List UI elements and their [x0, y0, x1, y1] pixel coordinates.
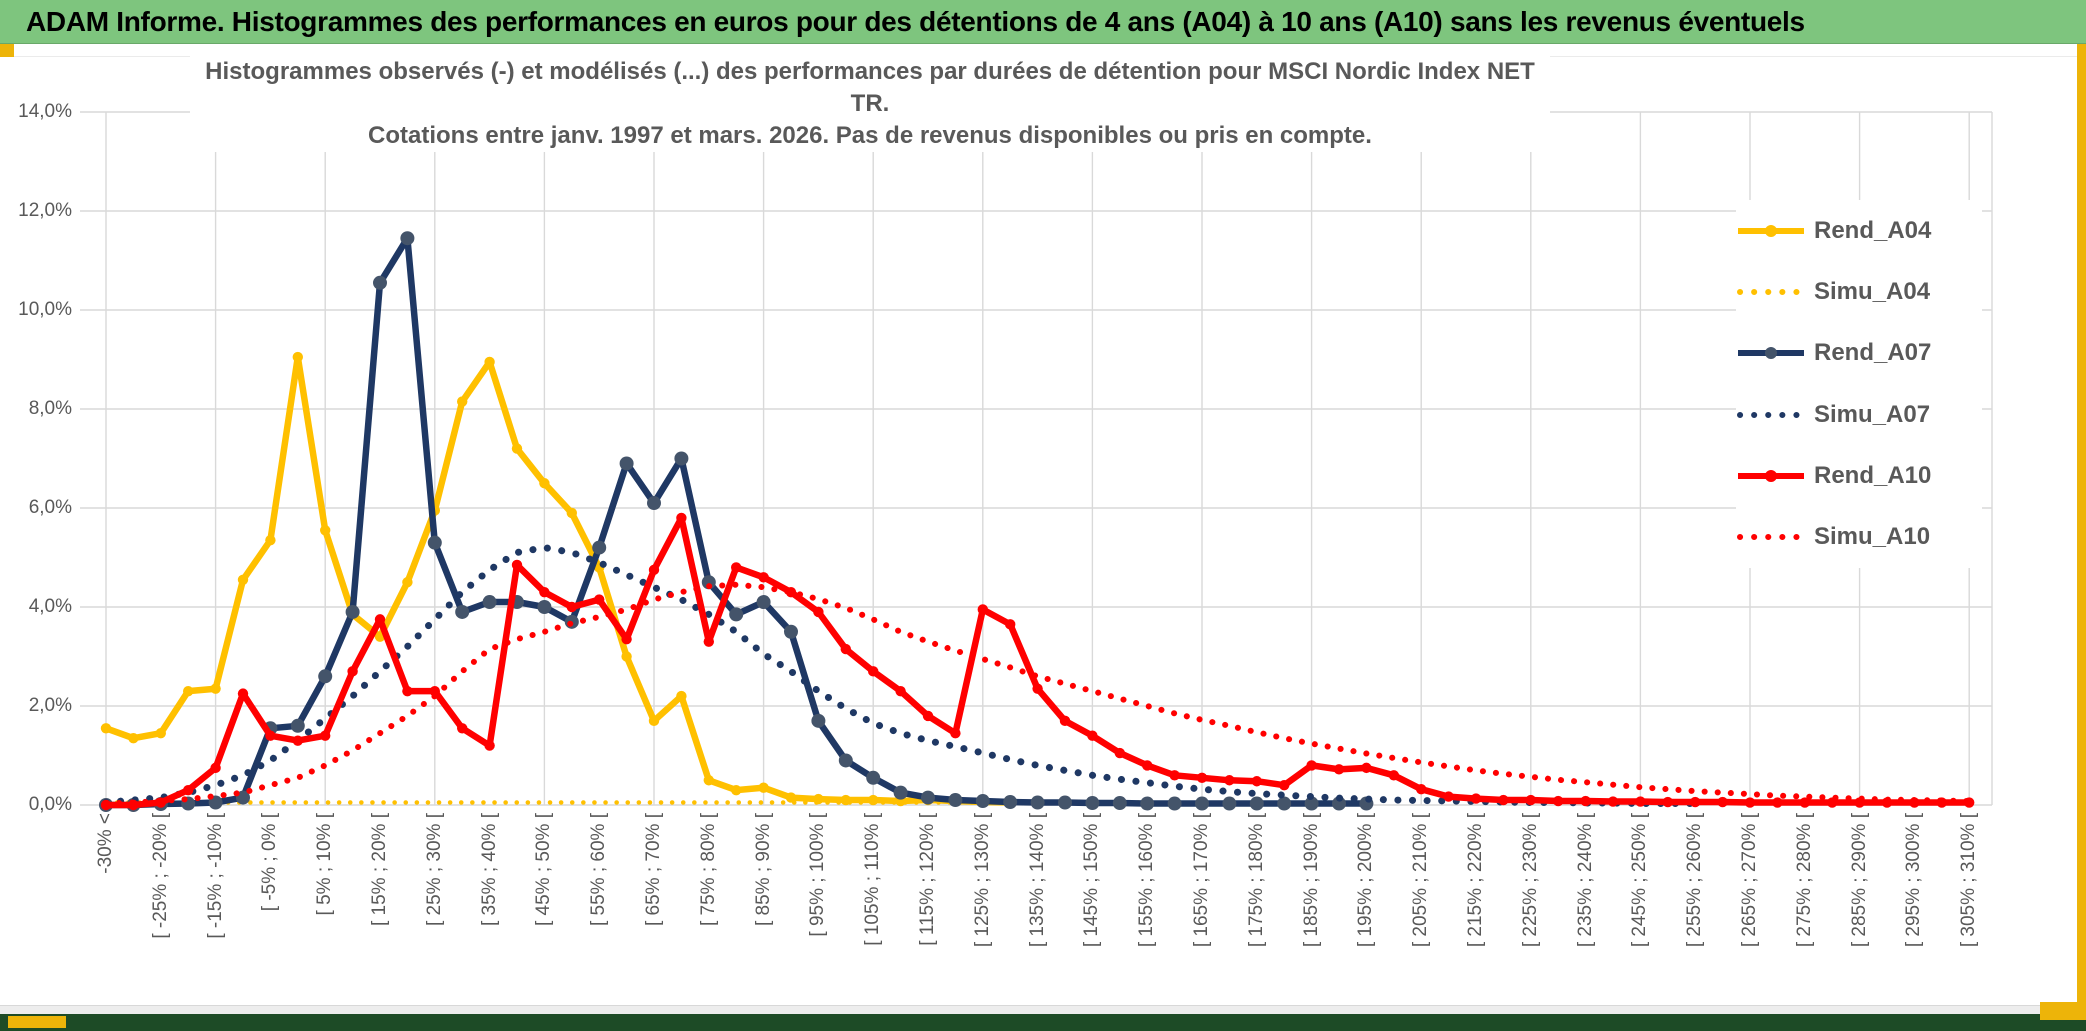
gold-accent-bottom-left [8, 1016, 66, 1028]
gold-accent-bottom-right [2040, 1002, 2086, 1020]
x-axis-tick-label: [ 85% ; 90% [ [752, 813, 774, 927]
series-Rend_A04 [100, 351, 1016, 808]
y-axis-tick-label: 0,0% [28, 794, 72, 815]
x-axis-tick-label: [ 65% ; 70% [ [643, 813, 664, 927]
legend-item-rend-a10: Rend_A10 [1736, 451, 1982, 501]
x-axis-tick-label: [ 295% ; 300% [ [1903, 813, 1925, 948]
x-axis-tick-label: [ -5% ; 0% [ [259, 813, 281, 912]
chart-title: Histogrammes observés (-) et modélisés (… [190, 56, 1550, 152]
legend-swatch-rend-a10-icon [1736, 469, 1806, 483]
x-axis-tick-label: [ 75% ; 80% [ [697, 813, 719, 927]
x-axis-tick-label: [ 195% ; 200% [ [1355, 813, 1377, 948]
x-axis-tick-label: [ 245% ; 250% [ [1629, 813, 1651, 948]
title-banner: ADAM Informe. Histogrammes des performan… [0, 0, 2086, 44]
bottom-separator [0, 1005, 2086, 1015]
x-axis-tick-label: [ 215% ; 220% [ [1465, 813, 1486, 948]
x-axis-tick-label: [ 185% ; 190% [ [1300, 813, 1322, 948]
legend-label: Rend_A10 [1814, 461, 1932, 489]
x-axis-tick-label: [ -25% ; -20% [ [149, 813, 171, 939]
bottom-bar [0, 1014, 2086, 1031]
y-axis-tick-label: 4,0% [28, 596, 72, 617]
page-title: ADAM Informe. Histogrammes des performan… [26, 5, 1805, 37]
x-axis-tick-label: [ 155% ; 160% [ [1136, 813, 1158, 948]
x-axis-tick-label: [ 285% ; 290% [ [1848, 813, 1870, 948]
gold-accent-right-border [2077, 44, 2086, 1014]
x-axis-tick-label: [ 145% ; 150% [ [1081, 813, 1103, 948]
x-axis-tick-label: [ 45% ; 50% [ [533, 813, 555, 927]
x-axis-tick-label: [ 5% ; 10% [ [314, 813, 336, 916]
x-axis-tick-label: [ 95% ; 100% [ [807, 813, 829, 937]
chart-title-line2: Cotations entre janv. 1997 et mars. 2026… [368, 122, 1372, 149]
chart-legend: Rend_A04 Simu_A04 Rend_A07 Simu_A07 Rend… [1736, 200, 1982, 568]
x-axis-tick-label: [ 255% ; 260% [ [1684, 813, 1706, 948]
x-axis-tick-label: [ 25% ; 30% [ [423, 813, 445, 927]
legend-label: Rend_A04 [1814, 217, 1932, 244]
legend-swatch-simu-a07-icon [1736, 408, 1807, 422]
legend-label: Rend_A07 [1814, 339, 1932, 367]
y-axis-tick-label: 12,0% [18, 200, 72, 221]
y-axis-tick-label: 6,0% [28, 497, 72, 518]
series-Rend_A07 [99, 231, 1374, 812]
legend-swatch-rend-a04-icon [1736, 224, 1806, 238]
x-axis-tick-label: [ 235% ; 240% [ [1574, 813, 1596, 948]
x-axis-tick-label: [ 175% ; 180% [ [1245, 813, 1267, 948]
x-axis-tick-label: [ 205% ; 210% [ [1410, 813, 1432, 948]
legend-item-simu-a04: Simu_A04 [1736, 267, 1982, 317]
y-axis-tick-label: 2,0% [28, 695, 72, 716]
x-axis-tick-label: [ 115% ; 120% [ [917, 813, 938, 946]
legend-swatch-simu-a10-icon [1736, 530, 1807, 544]
series-Simu_A10 [103, 581, 1973, 807]
x-axis-tick-label: [ 305% ; 310% [ [1958, 813, 1980, 948]
legend-label: Simu_A04 [1814, 278, 1931, 306]
legend-label: Simu_A07 [1814, 400, 1931, 428]
legend-item-simu-a10: Simu_A10 [1736, 512, 1982, 562]
x-axis-tick-label: [ -15% ; -10% [ [204, 813, 226, 939]
legend-item-simu-a07: Simu_A07 [1736, 390, 1982, 440]
x-axis-tick-label: [ 105% ; 110% [ [862, 813, 884, 946]
gold-accent-top-left [0, 44, 14, 57]
legend-item-rend-a07: Rend_A07 [1736, 328, 1982, 378]
y-axis-tick-label: 10,0% [18, 299, 72, 320]
series-Rend_A10 [100, 512, 1975, 811]
chart-title-line1: Histogrammes observés (-) et modélisés (… [205, 58, 1535, 117]
y-axis-tick-label: 14,0% [18, 101, 72, 122]
legend-item-rend-a04: Rend_A04 [1736, 206, 1982, 256]
x-axis-tick-label: [ 15% ; 20% [ [369, 813, 390, 927]
y-axis-tick-label: 8,0% [28, 398, 72, 419]
x-axis-tick-label: -30% < [95, 813, 116, 874]
x-axis-tick-label: [ 265% ; 270% [ [1739, 813, 1760, 948]
x-axis-tick-label: [ 125% ; 130% [ [971, 813, 993, 948]
x-axis-tick-label: [ 165% ; 170% [ [1191, 813, 1212, 948]
x-axis-tick-label: [ 55% ; 60% [ [588, 813, 610, 927]
x-axis-tick-label: [ 225% ; 230% [ [1519, 813, 1541, 948]
legend-swatch-simu-a04-icon [1736, 285, 1807, 299]
x-axis-tick-label: [ 35% ; 40% [ [478, 813, 500, 927]
x-axis-tick-label: [ 135% ; 140% [ [1026, 813, 1048, 948]
series-Simu_A07 [102, 544, 1699, 807]
legend-label: Simu_A10 [1814, 522, 1931, 550]
legend-swatch-rend-a07-icon [1736, 346, 1806, 360]
x-axis-tick-label: [ 275% ; 280% [ [1793, 813, 1815, 948]
